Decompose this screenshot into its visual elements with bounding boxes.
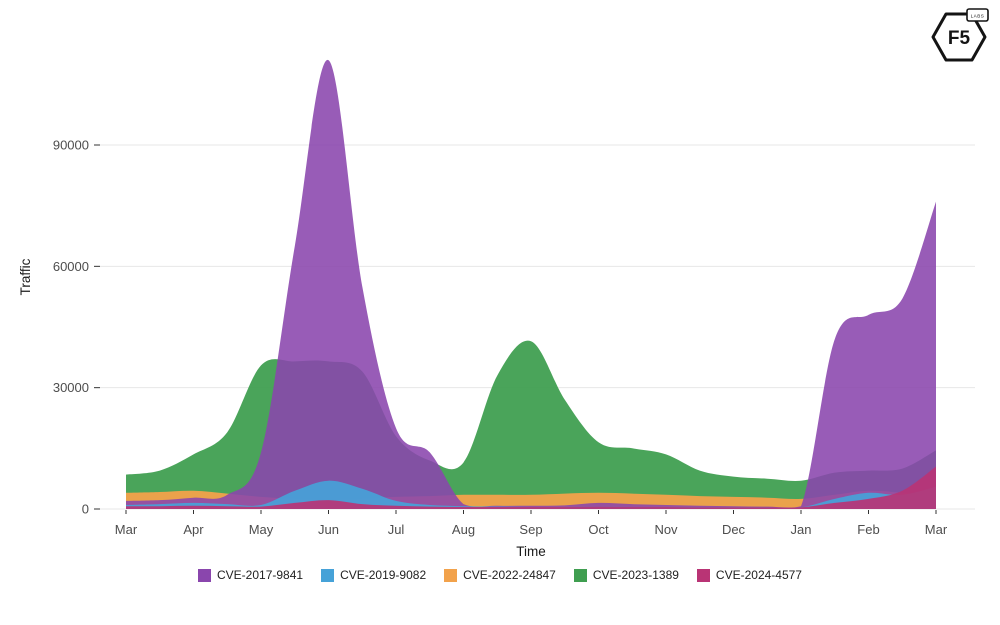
x-tick-label: Jul	[388, 522, 405, 537]
legend-label: CVE-2019-9082	[340, 568, 427, 582]
y-tick-label: 30000	[53, 380, 89, 395]
x-tick-label: Mar	[925, 522, 948, 537]
legend-item-CVE-2024-4577: CVE-2024-4577	[696, 568, 802, 582]
y-tick-label: 90000	[53, 138, 89, 153]
x-axis-title: Time	[516, 544, 546, 559]
area-series-CVE-2024-4577	[126, 466, 936, 509]
legend-label: CVE-2024-4577	[715, 568, 802, 582]
x-tick-label: Sep	[519, 522, 542, 537]
x-tick-label: Nov	[654, 522, 678, 537]
legend-item-CVE-2022-24847: CVE-2022-24847	[444, 568, 556, 582]
x-tick-label: Apr	[183, 522, 204, 537]
legend-swatch-icon	[696, 568, 710, 582]
x-tick-label: May	[249, 522, 274, 537]
x-tick-label: Oct	[588, 522, 609, 537]
legend-label: CVE-2022-24847	[463, 568, 556, 582]
f5-labs-logo: F5 LABS	[931, 8, 989, 62]
y-axis-title: Traffic	[18, 258, 33, 295]
legend-item-CVE-2019-9082: CVE-2019-9082	[321, 568, 426, 582]
logo-badge-box	[966, 8, 989, 22]
x-tick-label: Jan	[791, 522, 812, 537]
legend-item-CVE-2017-9841: CVE-2017-9841	[198, 568, 303, 582]
traffic-area-chart: 0 30000 60000 90000 Mar Apr May Jun Jul Aug Sep Oct…	[18, 59, 975, 559]
x-tick-label: Dec	[722, 522, 746, 537]
x-tick-label: Aug	[452, 522, 475, 537]
legend-swatch-icon	[444, 568, 458, 582]
legend-label: CVE-2023-1389	[592, 568, 679, 582]
legend-swatch-icon	[321, 568, 335, 582]
legend-swatch-icon	[198, 568, 211, 582]
area-series-CVE-2017-9841	[126, 59, 936, 509]
logo-badge-text: LABS	[971, 14, 985, 19]
legend-item-CVE-2023-1389: CVE-2023-1389	[573, 568, 679, 582]
legend-swatch-icon	[573, 568, 587, 582]
x-tick-label: Feb	[857, 522, 879, 537]
y-tick-label: 0	[82, 502, 89, 517]
chart-legend: CVE-2017-9841 CVE-2019-9082 CVE-2022-24847…	[0, 568, 1000, 582]
logo-text: F5	[948, 28, 971, 49]
x-tick-label: Jun	[318, 522, 339, 537]
legend-label: CVE-2017-9841	[217, 568, 304, 582]
x-tick-label: Mar	[115, 522, 138, 537]
y-tick-label: 60000	[53, 259, 89, 274]
